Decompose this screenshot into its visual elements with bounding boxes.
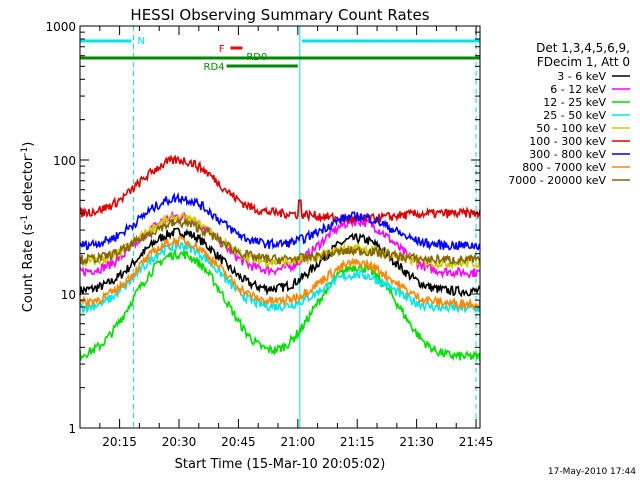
flag-label-n: N [137,36,144,47]
y-tick-label-1: 10 [61,288,76,302]
legend-label-1: 6 - 12 keV [550,83,606,96]
legend-header-line-2: FDecim 1, Att 0 [537,55,630,69]
chart-title: HESSI Observing Summary Count Rates [130,6,429,24]
plot-content: N F RD0 RD4 [79,26,481,428]
x-tick-label-4: 21:15 [340,435,375,449]
legend-label-2: 12 - 25 keV [543,96,606,109]
flag-label-rd4: RD4 [204,62,225,73]
footer-date: 17-May-2010 17:44 [548,467,636,477]
x-tick-label-5: 21:30 [399,435,434,449]
x-tick-label-1: 20:30 [162,435,197,449]
y-axis-label-main: Count Rate (s [21,224,36,313]
y-tick-label-0: 1 [68,422,76,436]
y-axis-label-mid: detector [21,155,36,215]
flag-label-f: F [219,44,225,55]
series-line-7 [79,235,481,311]
y-tick-label-2: 100 [53,154,76,168]
series-line-0 [79,227,481,298]
legend-label-4: 50 - 100 keV [536,122,606,135]
series-line-3 [79,240,481,314]
y-axis-label-sup2: -1 [20,147,30,156]
y-axis-label-end: ) [21,142,36,147]
series-line-2 [79,249,481,362]
plot-frame [79,25,481,429]
y-axis-label-sup1: -1 [20,215,30,224]
series-line-6 [79,191,481,251]
series-line-5 [79,154,481,225]
legend-label-0: 3 - 6 keV [557,70,606,83]
x-tick-label-0: 20:15 [102,435,137,449]
x-tick-label-6: 21:45 [459,435,494,449]
x-tick-label-3: 21:00 [281,435,316,449]
y-tick-label-3: 1000 [45,20,76,34]
x-tick-label-2: 20:45 [221,435,256,449]
y-axis-label: Count Rate (s-1 detector-1) [20,142,36,313]
legend: Det 1,3,4,5,6,9, FDecim 1, Att 0 3 - 6 k… [508,41,630,187]
legend-header-line-1: Det 1,3,4,5,6,9, [536,41,630,55]
legend-label-8: 7000 - 20000 keV [508,174,606,187]
series-line-8 [79,216,481,266]
x-axis-label: Start Time (15-Mar-10 20:05:02) [175,457,386,472]
legend-label-5: 100 - 300 keV [529,135,606,148]
flag-label-rd0: RD0 [246,52,267,63]
x-axis: 20:15 20:30 20:45 21:00 21:15 21:30 21:45 [99,26,494,449]
y-axis: 1 10 100 1000 [45,20,480,436]
legend-label-3: 25 - 50 keV [543,109,606,122]
legend-label-6: 300 - 800 keV [529,148,606,161]
legend-label-7: 800 - 7000 keV [522,161,606,174]
